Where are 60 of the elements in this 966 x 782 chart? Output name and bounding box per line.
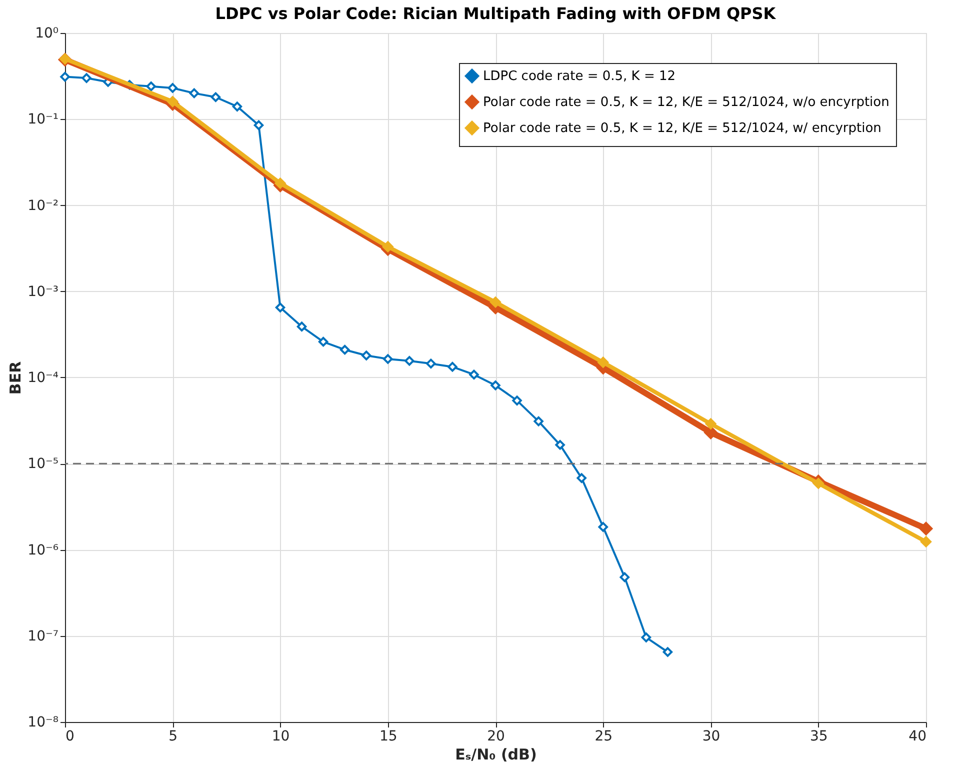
point — [189, 88, 200, 98]
point — [318, 336, 328, 347]
point — [361, 350, 372, 360]
x-tick-label: 10 — [272, 728, 290, 744]
x-tick-label: 40 — [908, 728, 926, 744]
chart-title: LDPC vs Polar Code: Rician Multipath Fading with OFDM QPSK — [215, 4, 776, 23]
point — [704, 418, 717, 430]
point — [662, 647, 673, 657]
x-tick-label: 25 — [594, 728, 613, 744]
point — [918, 522, 934, 536]
point — [469, 370, 479, 380]
point — [597, 356, 610, 368]
y-tick-label: 10⁻³ — [28, 284, 58, 300]
point — [448, 362, 458, 372]
y-tick-label: 10⁻¹ — [28, 112, 58, 128]
y-tick-label: 10⁻⁴ — [28, 370, 59, 386]
point — [490, 380, 500, 390]
x-tick-label: 20 — [487, 728, 505, 744]
y-tick-label: 10⁻⁵ — [28, 456, 58, 472]
point — [275, 302, 286, 312]
y-tick-label: 10⁻⁸ — [28, 714, 59, 730]
y-axis-title: BER — [6, 360, 25, 395]
legend-label: Polar code rate = 0.5, K = 12, K/E = 512/1024, w/ encyrption — [483, 121, 882, 136]
point — [254, 120, 264, 130]
point — [60, 72, 70, 82]
point — [166, 96, 179, 108]
point — [920, 536, 932, 548]
point — [210, 92, 221, 102]
point — [382, 240, 394, 253]
point — [490, 296, 502, 308]
point — [274, 177, 286, 190]
point — [383, 354, 393, 364]
point — [146, 82, 156, 92]
point — [598, 522, 608, 532]
point — [168, 83, 178, 93]
point — [82, 73, 92, 83]
x-tick-label: 30 — [702, 728, 720, 744]
legend-label: Polar code rate = 0.5, K = 12, K/E = 512/1024, w/o encyrption — [483, 95, 890, 110]
x-tick-label: 35 — [810, 728, 828, 744]
point — [296, 322, 307, 332]
legend-label: LDPC code rate = 0.5, K = 12 — [483, 69, 676, 84]
point — [812, 477, 824, 490]
x-tick-label: 5 — [168, 728, 178, 744]
x-axis-title: Eₛ/N₀ (dB) — [455, 746, 537, 764]
point — [641, 632, 652, 642]
y-tick-label: 10⁻⁶ — [28, 542, 59, 558]
y-tick-label: 10⁻⁷ — [28, 628, 58, 644]
point — [534, 416, 544, 426]
point — [232, 102, 242, 112]
point — [340, 344, 350, 355]
point — [426, 358, 436, 368]
y-tick-label: 10⁰ — [35, 26, 59, 42]
point — [576, 473, 586, 483]
x-tick-label: 0 — [66, 728, 74, 744]
point — [555, 440, 565, 450]
point — [404, 356, 414, 366]
point — [512, 396, 522, 406]
point — [620, 572, 630, 582]
y-tick-label: 10⁻² — [28, 198, 58, 214]
x-tick-label: 15 — [379, 728, 398, 744]
